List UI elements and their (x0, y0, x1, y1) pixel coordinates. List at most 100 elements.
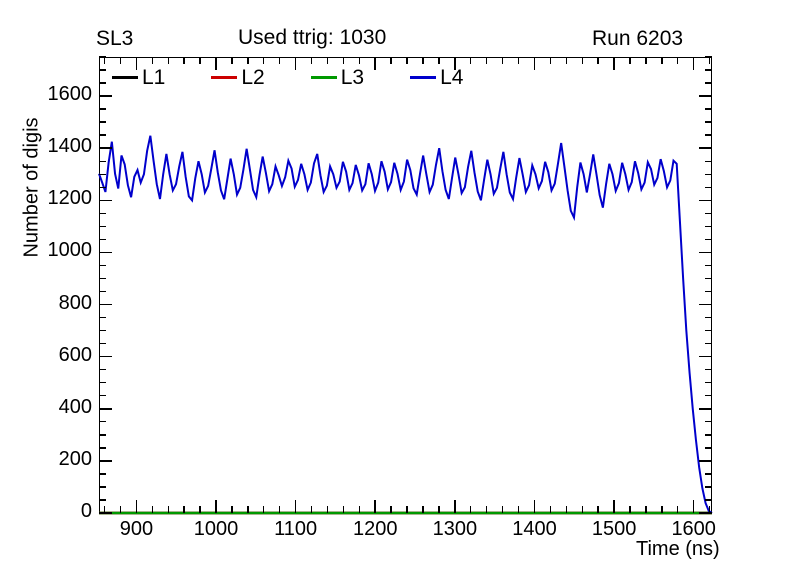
y-axis-minor-tick (99, 108, 106, 110)
x-axis-minor-tick (406, 506, 408, 513)
y-axis-minor-tick (99, 434, 106, 436)
legend-entry-l2[interactable]: L2 (211, 65, 265, 89)
y-axis-minor-tick (99, 290, 106, 293)
x-axis-minor-tick-mirror (517, 57, 520, 64)
x-axis-minor-tick (390, 506, 392, 513)
y-axis-major-tick (99, 512, 112, 514)
y-axis-minor-tick-mirror (705, 486, 712, 488)
y-axis-major-tick (99, 251, 112, 254)
x-axis-minor-tick (342, 506, 345, 513)
y-axis-minor-tick-mirror (705, 473, 712, 475)
x-axis-minor-tick-mirror (549, 57, 552, 64)
x-axis-minor-tick (422, 506, 424, 513)
x-axis-minor-tick-mirror (390, 57, 392, 64)
x-axis-minor-tick-mirror (597, 57, 599, 64)
x-axis-tick-label: 1000 (193, 518, 239, 540)
y-axis-minor-tick-mirror (705, 108, 712, 110)
y-axis-minor-tick (99, 342, 106, 345)
y-axis-major-tick-mirror (699, 147, 712, 149)
x-axis-minor-tick-mirror (565, 57, 567, 64)
x-axis-major-tick-mirror (135, 57, 138, 70)
x-axis-minor-tick (708, 506, 711, 513)
y-axis-minor-tick-mirror (705, 316, 712, 319)
x-axis-minor-tick (645, 506, 647, 513)
y-axis-major-tick-mirror (699, 355, 712, 358)
y-axis-tick-label: 200 (58, 447, 92, 470)
x-axis-major-tick (135, 500, 138, 513)
x-axis-minor-tick-mirror (103, 57, 106, 64)
y-axis-minor-tick (99, 238, 106, 241)
x-axis-major-tick-mirror (215, 57, 217, 70)
y-axis-minor-tick (99, 173, 106, 175)
x-axis-major-tick-mirror (613, 57, 615, 70)
x-axis-minor-tick-mirror (231, 57, 233, 64)
y-axis-minor-tick-mirror (705, 69, 712, 71)
legend-label: L2 (241, 65, 265, 89)
x-axis-minor-tick-mirror (645, 57, 647, 64)
x-axis-major-tick-mirror (692, 57, 695, 70)
y-axis-major-tick-mirror (699, 460, 712, 462)
x-axis-minor-tick (279, 506, 281, 513)
y-axis-minor-tick (99, 486, 106, 488)
legend-swatch-l2-icon (211, 75, 238, 79)
y-axis-major-tick (99, 460, 112, 462)
x-axis-minor-tick-mirror (119, 57, 122, 64)
x-axis-tick-label: 1300 (432, 518, 478, 540)
y-axis-major-tick-mirror (699, 95, 712, 97)
x-axis-minor-tick-mirror (151, 57, 154, 64)
x-axis-tick-label: 1400 (512, 518, 557, 540)
y-axis-minor-tick (99, 316, 106, 319)
x-axis-minor-tick (501, 506, 504, 513)
legend-entry-l4[interactable]: L4 (410, 67, 463, 88)
x-axis-major-tick (294, 500, 297, 513)
y-axis-minor-tick-mirror (705, 134, 712, 136)
y-axis-minor-tick (99, 212, 106, 215)
x-axis-minor-tick-mirror (486, 57, 488, 64)
y-axis-minor-tick-mirror (705, 121, 712, 123)
x-axis-minor-tick-mirror (708, 57, 711, 64)
y-axis-minor-tick (99, 499, 106, 501)
x-axis-minor-tick (199, 506, 201, 513)
y-axis-minor-tick (99, 134, 106, 136)
y-axis-minor-tick (99, 368, 106, 371)
x-axis-minor-tick (486, 506, 488, 513)
y-axis-major-tick (99, 199, 112, 202)
y-axis-minor-tick (99, 395, 106, 397)
y-axis-minor-tick (99, 447, 106, 449)
y-axis-minor-tick (99, 264, 106, 267)
legend-swatch-l1-icon (112, 75, 138, 79)
y-axis-minor-tick-mirror (705, 382, 712, 384)
x-axis-minor-tick-mirror (199, 57, 201, 64)
plot-frame (99, 57, 712, 513)
y-axis-minor-tick (99, 225, 106, 228)
y-axis-major-tick-mirror (699, 512, 712, 514)
x-axis-major-tick (692, 500, 695, 513)
x-axis-minor-tick (183, 506, 185, 513)
x-axis-minor-tick (629, 506, 631, 513)
y-axis-minor-tick (99, 82, 106, 84)
x-axis-minor-tick (103, 506, 106, 513)
y-axis-minor-tick-mirror (705, 395, 712, 397)
y-axis-tick-label: 0 (80, 500, 92, 522)
legend-entry-l3[interactable]: L3 (310, 67, 364, 88)
y-axis-minor-tick (99, 160, 106, 162)
x-axis-minor-tick (247, 506, 249, 513)
y-axis-minor-tick-mirror (705, 421, 712, 423)
x-axis-tick-label: 1100 (274, 518, 318, 540)
y-axis-major-tick-mirror (699, 407, 712, 410)
y-axis-tick-label: 1200 (47, 187, 93, 210)
x-axis-tick-label: 1500 (591, 518, 637, 540)
y-axis-minor-tick (99, 421, 106, 423)
legend-entry-l1[interactable]: L1 (112, 67, 165, 88)
y-axis-minor-tick-mirror (705, 434, 712, 436)
run-number-label: Run 6203 (592, 27, 684, 50)
x-axis-minor-tick (151, 506, 154, 513)
x-axis-major-tick-mirror (374, 57, 377, 70)
legend-swatch-l3-icon (310, 75, 337, 79)
x-axis-minor-tick (119, 506, 122, 513)
y-axis-minor-tick-mirror (705, 499, 712, 501)
y-axis-tick-label: 600 (58, 343, 92, 366)
x-axis-minor-tick (310, 506, 313, 513)
y-axis-minor-tick-mirror (705, 212, 712, 215)
